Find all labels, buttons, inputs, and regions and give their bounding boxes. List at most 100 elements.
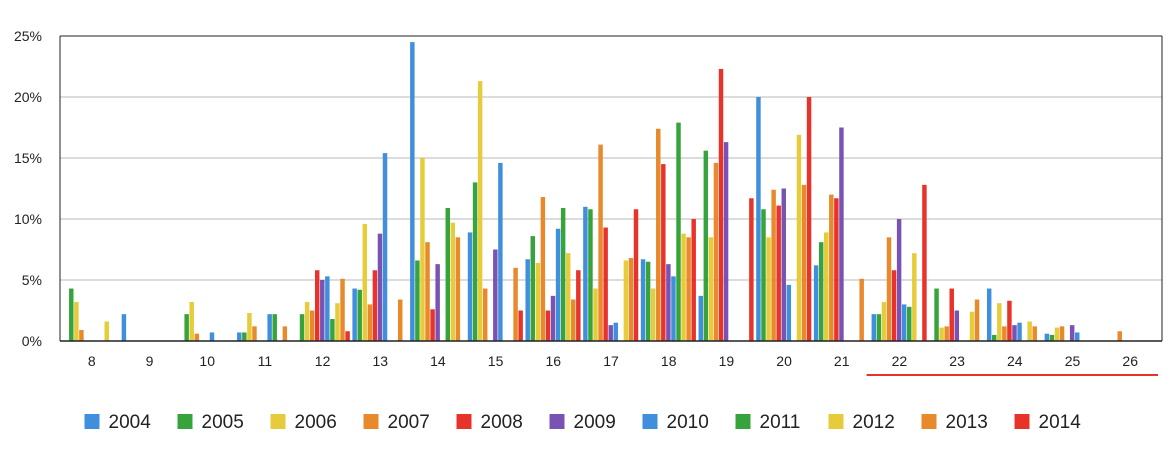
bar-2008-18 [661, 164, 666, 341]
bar-2012-8 [104, 321, 109, 341]
bar-2013-16 [571, 299, 576, 341]
bar-2007-10 [194, 333, 200, 341]
x-tick-label: 11 [258, 353, 273, 369]
legend-swatch-2010 [642, 414, 658, 429]
bar-2008-16 [545, 310, 551, 341]
bar-2006-24 [997, 303, 1002, 341]
legend-swatch-2005 [177, 414, 193, 429]
bar-2013-20 [801, 184, 807, 341]
bar-2009-12 [320, 280, 325, 341]
bar-2004-24 [986, 288, 992, 341]
bar-2010-15 [498, 162, 503, 341]
x-tick-label: 22 [892, 353, 908, 369]
bar-2008-20 [776, 205, 781, 341]
bar-2009-20 [781, 188, 786, 341]
legend-label-2005: 2005 [202, 412, 244, 433]
bar-2005-19 [703, 150, 709, 341]
bar-2012-17 [623, 260, 629, 341]
bar-2009-16 [550, 295, 556, 341]
bar-2008-22 [891, 270, 897, 341]
bar-2009-14 [435, 264, 440, 341]
bar-2006-16 [535, 262, 541, 341]
bar-2005-10 [184, 314, 189, 341]
bar-2013-17 [628, 258, 634, 341]
bar-2010-13 [382, 153, 388, 341]
legend-swatch-2014 [1014, 414, 1030, 429]
legend-swatch-2007 [363, 414, 379, 429]
bar-2007-12 [309, 310, 315, 341]
legend-swatch-2011 [735, 414, 751, 429]
bar-2014-20 [806, 97, 812, 341]
bar-2010-10 [209, 332, 215, 341]
bar-2013-11 [282, 326, 288, 341]
bar-2005-20 [761, 209, 766, 341]
bar-2007-24 [1002, 326, 1007, 341]
bar-2013-18 [686, 237, 691, 341]
bar-2005-14 [415, 260, 420, 341]
bar-2006-15 [477, 81, 483, 341]
bar-2010-18 [671, 276, 676, 341]
bar-2013-23 [974, 299, 980, 341]
bar-2006-13 [362, 223, 368, 341]
x-tick-label: 24 [1007, 353, 1023, 369]
bar-2008-23 [949, 288, 954, 341]
bar-2014-19 [749, 198, 754, 341]
bar-2011-14 [445, 208, 450, 341]
bar-2012-14 [450, 222, 456, 341]
bar-2006-14 [420, 158, 425, 341]
bar-2010-12 [325, 276, 330, 341]
bar-2011-22 [907, 306, 912, 341]
bar-2014-22 [922, 184, 927, 341]
legend-label-2011: 2011 [760, 412, 801, 433]
bars [69, 42, 1122, 342]
legend-label-2013: 2013 [946, 412, 988, 433]
legend: 2004 2005 2006 2007 2008 2009 2010 2011 2012 2013… [84, 412, 1081, 433]
legend-label-2008: 2008 [481, 412, 523, 433]
bar-2005-11 [242, 332, 247, 341]
y-tick-label: 25% [14, 28, 42, 44]
bar-2009-19 [723, 142, 729, 341]
x-tick-label: 25 [1065, 353, 1081, 369]
bar-2010-20 [786, 284, 792, 341]
bar-2007-14 [425, 242, 430, 341]
bar-2012-18 [681, 233, 686, 341]
bar-2007-21 [829, 194, 834, 341]
bar-2013-24 [1032, 326, 1037, 341]
legend-swatch-2008 [456, 414, 472, 429]
x-tick-label: 20 [776, 353, 792, 369]
y-tick-label: 20% [14, 89, 42, 105]
bar-2013-14 [455, 237, 461, 341]
bar-2005-12 [299, 314, 305, 341]
bar-2007-16 [540, 197, 546, 341]
bar-2004-16 [525, 259, 530, 341]
x-tick-label: 16 [546, 353, 562, 369]
bar-2011-16 [560, 208, 566, 341]
legend-label-2004: 2004 [109, 412, 152, 433]
bar-2009-13 [377, 233, 383, 341]
bar-2011-18 [676, 122, 681, 342]
bar-2004-21 [813, 265, 819, 341]
bar-2007-19 [713, 162, 719, 341]
bar-2009-21 [839, 127, 844, 341]
bar-2007-18 [656, 128, 661, 341]
bar-2004-18 [640, 259, 646, 341]
bar-2005-17 [588, 209, 593, 341]
bar-2007-22 [886, 237, 892, 341]
bar-2013-15 [513, 267, 518, 341]
y-tick-label: 5% [22, 272, 42, 288]
x-tick-label: 21 [834, 353, 850, 369]
bar-2005-8 [69, 288, 74, 341]
x-tick-label: 14 [430, 353, 446, 369]
bar-2008-17 [603, 227, 608, 341]
bar-2004-22 [871, 314, 877, 341]
bar-2005-13 [357, 289, 362, 341]
axes: 0% 5% 10% 15% 20% 25% 8 9 10 11 12 13 14 15 16 17 18 19 20… [14, 28, 1163, 376]
bar-2004-19 [698, 295, 703, 341]
legend-swatch-2004 [84, 414, 100, 429]
bar-2009-23 [954, 310, 960, 341]
x-tick-label: 18 [661, 353, 677, 369]
legend-label-2007: 2007 [388, 412, 430, 433]
bar-2007-8 [79, 330, 84, 341]
y-tick-label: 10% [14, 211, 42, 227]
legend-swatch-2009 [549, 414, 565, 429]
